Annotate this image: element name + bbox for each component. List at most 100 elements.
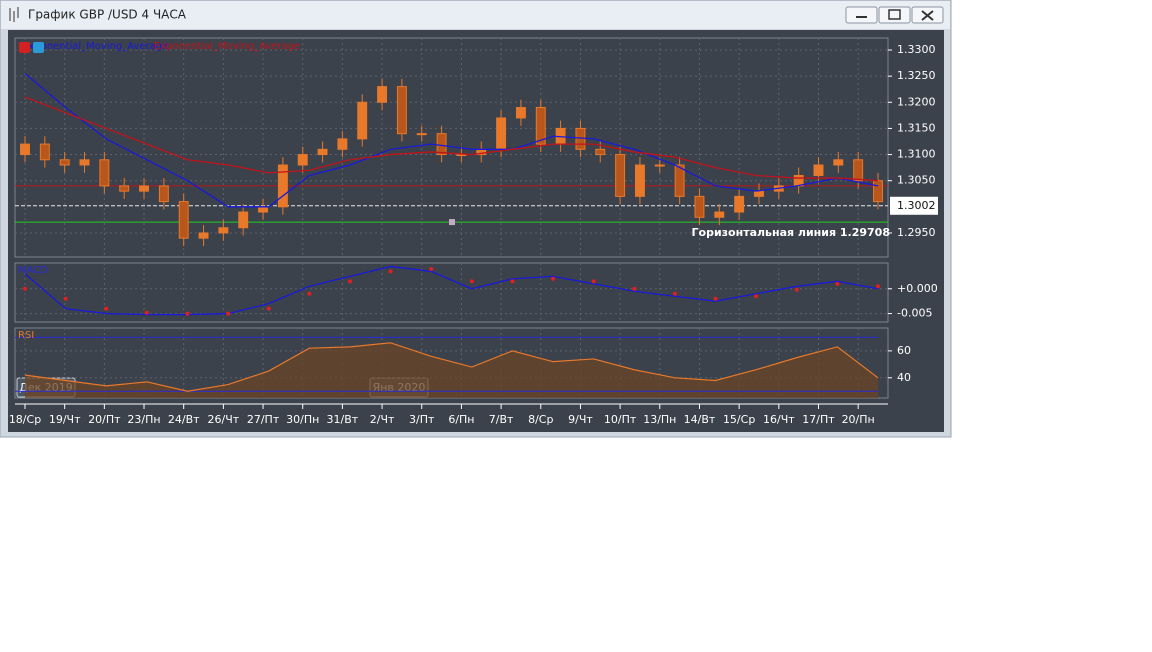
signal-dot — [348, 279, 352, 283]
signal-dot — [551, 277, 555, 281]
candle-body — [497, 118, 506, 149]
y-tick-label: 1.3050 — [897, 174, 936, 187]
level-handle — [449, 219, 455, 225]
signal-dot — [64, 297, 68, 301]
y-tick-label: +0.000 — [897, 282, 938, 295]
candle-body — [834, 160, 843, 165]
candle-body — [397, 87, 406, 134]
candle-body — [616, 155, 625, 197]
signal-dot — [23, 287, 27, 291]
y-tick-label: 1.3250 — [897, 69, 936, 82]
candle-body — [318, 149, 327, 154]
candle-body — [120, 186, 129, 191]
legend-toggle[interactable] — [19, 42, 30, 53]
signal-dot — [592, 279, 596, 283]
candle-body — [60, 160, 69, 165]
x-tick-label: 20/Пт — [88, 413, 121, 426]
legend-toggle[interactable] — [33, 42, 44, 53]
candle-body — [219, 228, 228, 233]
candle-body — [735, 196, 744, 212]
close-button[interactable] — [912, 7, 943, 23]
signal-dot — [307, 292, 311, 296]
candle-body — [516, 108, 525, 118]
candle-body — [199, 233, 208, 238]
candle-body — [854, 160, 863, 181]
x-tick-label: 7/Вт — [489, 413, 514, 426]
candle-body — [417, 134, 426, 135]
signal-dot — [470, 279, 474, 283]
candle-body — [159, 186, 168, 202]
candle-body — [259, 207, 268, 212]
x-tick-label: 27/Пт — [247, 413, 280, 426]
x-tick-label: 2/Чт — [370, 413, 395, 426]
x-tick-label: 10/Пт — [604, 413, 637, 426]
candle-body — [298, 155, 307, 165]
y-tick-label: 1.2950 — [897, 226, 936, 239]
signal-dot — [104, 307, 108, 311]
signal-dot — [226, 312, 230, 316]
signal-dot — [673, 292, 677, 296]
candle-body — [239, 212, 248, 228]
candle-body — [715, 212, 724, 217]
y-tick-label: 60 — [897, 344, 911, 357]
candle-body — [21, 144, 30, 154]
candle-body — [100, 160, 109, 186]
x-tick-label: 26/Чт — [208, 413, 240, 426]
signal-dot — [185, 312, 189, 316]
candle-body — [437, 134, 446, 155]
panel-title: MACD — [18, 265, 48, 276]
x-tick-label: 3/Пт — [409, 413, 435, 426]
candle-body — [635, 165, 644, 196]
price-tag-label: 1.3002 — [897, 199, 936, 212]
x-tick-label: 31/Вт — [327, 413, 359, 426]
panel-title: RSI — [18, 330, 34, 341]
level-label: Горизонтальная линия 1.29708 — [692, 226, 891, 239]
y-tick-label: -0.005 — [897, 307, 932, 320]
x-tick-label: 23/Пн — [127, 413, 160, 426]
x-tick-label: 24/Вт — [168, 413, 200, 426]
candle-body — [695, 196, 704, 217]
signal-dot — [876, 284, 880, 288]
candle-body — [596, 149, 605, 154]
signal-dot — [267, 307, 271, 311]
signal-dot — [795, 288, 799, 292]
y-tick-label: 40 — [897, 371, 911, 384]
candle-body — [378, 87, 387, 103]
maximize-button[interactable] — [879, 7, 910, 23]
x-tick-label: 9/Чт — [568, 413, 593, 426]
x-tick-label: 20/Пн — [842, 413, 875, 426]
candle-body — [179, 202, 188, 239]
signal-dot — [632, 287, 636, 291]
x-tick-label: 13/Пн — [643, 413, 676, 426]
candle-body — [655, 165, 664, 166]
candle-body — [338, 139, 347, 149]
x-tick-label: 30/Пн — [286, 413, 319, 426]
candle-body — [814, 165, 823, 175]
y-tick-label: 1.3200 — [897, 95, 936, 108]
x-tick-label: 15/Ср — [723, 413, 755, 426]
legend-entry: Exponential_Moving_Average — [154, 41, 300, 52]
signal-dot — [835, 282, 839, 286]
candle-body — [358, 102, 367, 139]
signal-dot — [510, 279, 514, 283]
signal-dot — [145, 311, 149, 315]
minimize-button[interactable] — [846, 7, 877, 23]
signal-dot — [389, 269, 393, 273]
x-tick-label: 19/Чт — [49, 413, 81, 426]
window-title: График GBP /USD 4 ЧАСА — [28, 8, 187, 22]
x-tick-label: 18/Ср — [9, 413, 41, 426]
x-tick-label: 17/Пт — [802, 413, 835, 426]
x-tick-label: 6/Пн — [448, 413, 474, 426]
y-tick-label: 1.3150 — [897, 121, 936, 134]
signal-dot — [754, 294, 758, 298]
candle-body — [80, 160, 89, 165]
signal-dot — [429, 267, 433, 271]
candle-body — [140, 186, 149, 191]
candle-body — [40, 144, 49, 160]
x-tick-label: 16/Чт — [763, 413, 795, 426]
candle-body — [874, 181, 883, 202]
x-tick-label: 14/Вт — [684, 413, 716, 426]
y-tick-label: 1.3300 — [897, 43, 936, 56]
